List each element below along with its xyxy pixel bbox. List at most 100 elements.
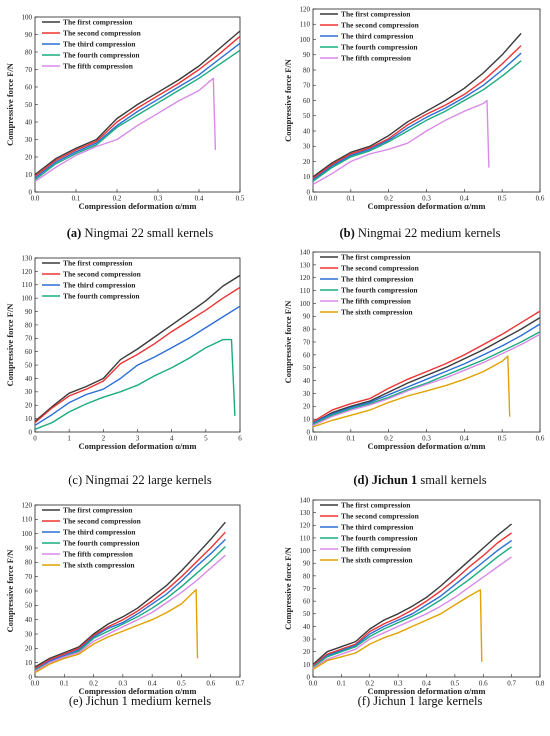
x-tick-label: 0.2: [384, 435, 393, 443]
y-tick-label: 20: [303, 648, 311, 656]
y-tick-label: 40: [303, 377, 311, 385]
series-line-3: [312, 539, 513, 668]
y-tick-label: 50: [25, 602, 33, 610]
y-tick-label: 20: [25, 402, 33, 410]
x-tick-label: 0.1: [60, 680, 69, 688]
y-tick-label: 120: [22, 268, 33, 276]
legend-label-5: The fifth compression: [341, 545, 412, 554]
x-tick-label: 0.7: [236, 680, 245, 688]
x-tick-label: 0.0: [31, 680, 40, 688]
series-line-3: [312, 52, 522, 181]
x-tick-label: 0.0: [309, 435, 318, 443]
y-tick-label: 30: [303, 143, 311, 151]
y-tick-label: 30: [303, 635, 311, 643]
legend-label-2: The second compression: [63, 270, 142, 279]
y-axis-label: Compressive force F/N: [283, 58, 293, 142]
caption-text: Ningmai 22 medium kernels: [355, 226, 501, 240]
legend-label-3: The third compression: [63, 40, 136, 49]
legend-label-5: The fifth compression: [63, 550, 134, 559]
x-tick-label: 0.0: [31, 195, 40, 203]
y-tick-label: 40: [25, 616, 33, 624]
y-axis-label: Compressive force F/N: [283, 546, 293, 630]
y-tick-label: 130: [22, 254, 33, 262]
y-tick-label: 100: [22, 295, 33, 303]
x-tick-label: 0.5: [236, 195, 245, 203]
x-tick-label: 0.3: [422, 435, 431, 443]
x-tick-label: 0.2: [89, 680, 98, 688]
y-tick-label: 70: [303, 82, 311, 90]
y-tick-label: 90: [25, 31, 33, 39]
series-line-2: [312, 45, 522, 179]
y-tick-label: 10: [303, 173, 311, 181]
caption-letter: (b): [339, 226, 354, 240]
chart-panel-1: 0 10 20 30 40 50 60 70 80 90 100 0.0 0.1 0.2 0.3 0.4 0.5…: [5, 13, 245, 211]
x-axis-label: Compression deformation α/mm: [79, 201, 197, 211]
y-tick-label: 30: [25, 388, 33, 396]
chart-panel-3: 0 10 20 30 40 50 60 70 80 90 100 110 120 130 0 1 2 3 4 5 6 Co…: [5, 254, 242, 451]
y-tick-label: 80: [303, 66, 311, 74]
y-tick-label: 50: [25, 361, 33, 369]
y-tick-label: 80: [303, 326, 311, 334]
x-tick-label: 0.1: [346, 195, 355, 203]
y-tick-label: 110: [300, 21, 311, 29]
y-tick-label: 0: [307, 188, 311, 196]
x-tick-label: 0.6: [536, 435, 545, 443]
series-line-5: [312, 99, 490, 186]
y-tick-label: 100: [22, 13, 33, 21]
y-tick-label: 40: [303, 127, 311, 135]
legend-label-5: The fifth compression: [341, 54, 412, 63]
x-axis-label: Compression deformation α/mm: [79, 686, 197, 696]
y-tick-label: 40: [25, 375, 33, 383]
series-line-3: [34, 42, 241, 179]
y-tick-label: 10: [25, 415, 33, 423]
y-tick-label: 70: [25, 335, 33, 343]
y-tick-label: 70: [25, 66, 33, 74]
chart-panel-2: 0 10 20 30 40 50 60 70 80 90 100 110 120 0.0 0.1 0.2 0.3…: [283, 5, 545, 211]
y-tick-label: 130: [300, 261, 311, 269]
legend-label-4: The fourth compression: [341, 286, 418, 295]
x-tick-label: 0.2: [113, 195, 122, 203]
legend-label-2: The second compression: [341, 264, 420, 273]
series-line-5: [312, 333, 541, 427]
y-tick-label: 60: [25, 348, 33, 356]
series-line-2: [34, 35, 241, 177]
x-tick-label: 0.7: [507, 680, 516, 688]
x-tick-label: 0.5: [498, 435, 507, 443]
y-tick-label: 70: [303, 338, 311, 346]
series-line-1: [312, 32, 522, 178]
x-tick-label: 0.2: [384, 195, 393, 203]
panel-caption: (c) Ningmai 22 large kernels: [68, 473, 212, 487]
legend-label-3: The third compression: [341, 32, 414, 41]
x-tick-label: 2: [102, 435, 106, 443]
y-tick-label: 80: [303, 572, 311, 580]
legend-label-3: The third compression: [341, 523, 414, 532]
series-line-2: [312, 532, 513, 667]
x-tick-label: 4: [170, 435, 174, 443]
series-line-5: [34, 77, 217, 183]
legend-label-4: The fourth compression: [63, 292, 140, 301]
legend-label-3: The third compression: [341, 275, 414, 284]
legend-label-6: The sixth compression: [63, 561, 135, 570]
y-tick-label: 60: [303, 351, 311, 359]
x-tick-label: 0.6: [206, 680, 215, 688]
y-tick-label: 90: [303, 313, 311, 321]
series-line-2: [312, 310, 541, 423]
y-tick-label: 110: [22, 516, 33, 524]
x-tick-label: 0.4: [460, 435, 469, 443]
series-line-4: [312, 331, 541, 425]
y-tick-label: 0: [29, 428, 33, 436]
x-tick-label: 0.1: [346, 435, 355, 443]
y-tick-label: 50: [303, 112, 311, 120]
x-tick-label: 0.1: [337, 680, 346, 688]
series-line-6: [312, 355, 511, 428]
y-tick-label: 20: [25, 645, 33, 653]
y-tick-label: 110: [300, 534, 311, 542]
y-tick-label: 90: [303, 51, 311, 59]
y-tick-label: 100: [22, 530, 33, 538]
x-tick-label: 0.5: [451, 680, 460, 688]
y-tick-label: 50: [303, 364, 311, 372]
x-tick-label: 0.6: [536, 195, 545, 203]
x-tick-label: 0.5: [177, 680, 186, 688]
panel-caption: (f) Jichun 1 large kernels: [358, 694, 483, 708]
